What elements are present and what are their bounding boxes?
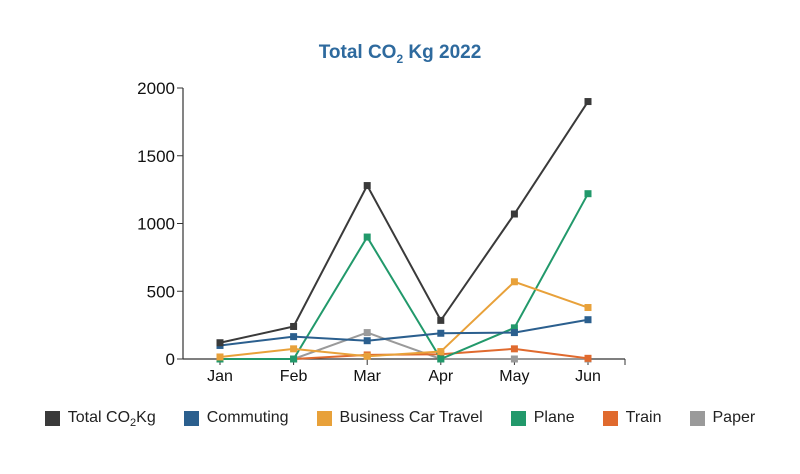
legend-label-text: Total CO [67, 409, 131, 426]
data-point-total-co [437, 316, 445, 324]
data-point-total-co [363, 182, 371, 190]
legend-label-text: Paper [712, 409, 756, 426]
chart-series-layer [216, 98, 592, 363]
legend-label: Paper [713, 409, 756, 427]
legend-item: Paper [689, 409, 756, 427]
x-tick-label: Jun [575, 368, 601, 385]
title-suffix: Kg 2022 [403, 42, 482, 63]
data-point-business-car-travel [584, 304, 592, 312]
legend-item: Total CO2Kg [44, 409, 156, 429]
legend-label: Business Car Travel [340, 409, 483, 427]
series-commuting [216, 316, 592, 349]
data-point-plane [290, 355, 298, 363]
legend-swatch [689, 410, 705, 426]
legend-label: Plane [534, 409, 575, 427]
data-point-plane [363, 233, 371, 241]
series-line-total-co [219, 101, 589, 344]
data-point-commuting [363, 337, 371, 345]
x-tick-label: Jan [207, 368, 233, 385]
legend-swatch [510, 410, 526, 426]
y-tick-label: 1500 [137, 147, 175, 166]
data-point-business-car-travel [437, 348, 445, 356]
x-tick-label: May [499, 368, 529, 385]
series-total-co [216, 98, 592, 347]
legend-label-text: Plane [533, 409, 575, 426]
x-tick-label: Mar [353, 368, 381, 385]
data-point-plane [510, 324, 518, 332]
data-point-paper [363, 329, 371, 337]
title-prefix: Total CO [318, 42, 397, 63]
title-subscript: 2 [396, 52, 404, 66]
chart-title: Total CO2 Kg 2022 [0, 42, 800, 66]
data-point-commuting [437, 329, 445, 337]
legend-label: Train [626, 409, 662, 427]
legend-item: Commuting [183, 409, 289, 427]
series-business-car-travel [216, 278, 592, 361]
y-tick-label: 500 [147, 282, 175, 301]
legend-swatch [183, 410, 199, 426]
data-point-business-car-travel [216, 353, 224, 361]
y-tick-label: 0 [166, 350, 175, 369]
legend-swatch [602, 410, 618, 426]
x-tick-label: Feb [280, 368, 308, 385]
chart-axes: 0 500 1000 1500 2000 Jan Feb Mar Apr May Jun [137, 79, 626, 385]
data-point-total-co [216, 339, 224, 347]
series-line-plane [220, 193, 589, 361]
x-tick-label: Apr [428, 368, 454, 385]
y-tick-label: 2000 [137, 79, 175, 98]
chart-legend: Total CO2Kg Commuting Business Car Travel P… [0, 409, 800, 429]
legend-label-suffix: Kg [136, 409, 156, 426]
series-line-commuting [219, 318, 589, 347]
data-point-total-co [584, 98, 592, 106]
data-point-paper [510, 355, 518, 363]
data-point-total-co [290, 322, 298, 330]
data-point-plane [437, 355, 445, 363]
series-line-business-car-travel [219, 280, 589, 358]
legend-item: Business Car Travel [316, 409, 483, 427]
data-point-business-car-travel [363, 352, 371, 360]
data-point-train [510, 345, 518, 353]
legend-label-text: Train [625, 409, 662, 426]
data-point-business-car-travel [510, 278, 518, 286]
data-point-plane [584, 190, 592, 198]
legend-swatch [316, 410, 332, 426]
y-tick-label: 1000 [137, 215, 175, 234]
legend-item: Train [602, 409, 662, 427]
series-paper [216, 329, 592, 363]
data-point-commuting [290, 333, 298, 341]
legend-label: Total CO2Kg [67, 409, 156, 429]
data-point-business-car-travel [290, 345, 298, 353]
data-point-train [584, 354, 592, 362]
data-point-total-co [510, 210, 518, 218]
legend-label-text: Commuting [206, 409, 289, 426]
data-point-commuting [510, 329, 518, 337]
legend-label-subscript: 2 [130, 417, 137, 429]
legend-label-text: Business Car Travel [339, 409, 483, 426]
data-point-commuting [584, 316, 592, 324]
legend-swatch [44, 410, 60, 426]
legend-item: Plane [510, 409, 575, 427]
legend-label: Commuting [207, 409, 289, 427]
